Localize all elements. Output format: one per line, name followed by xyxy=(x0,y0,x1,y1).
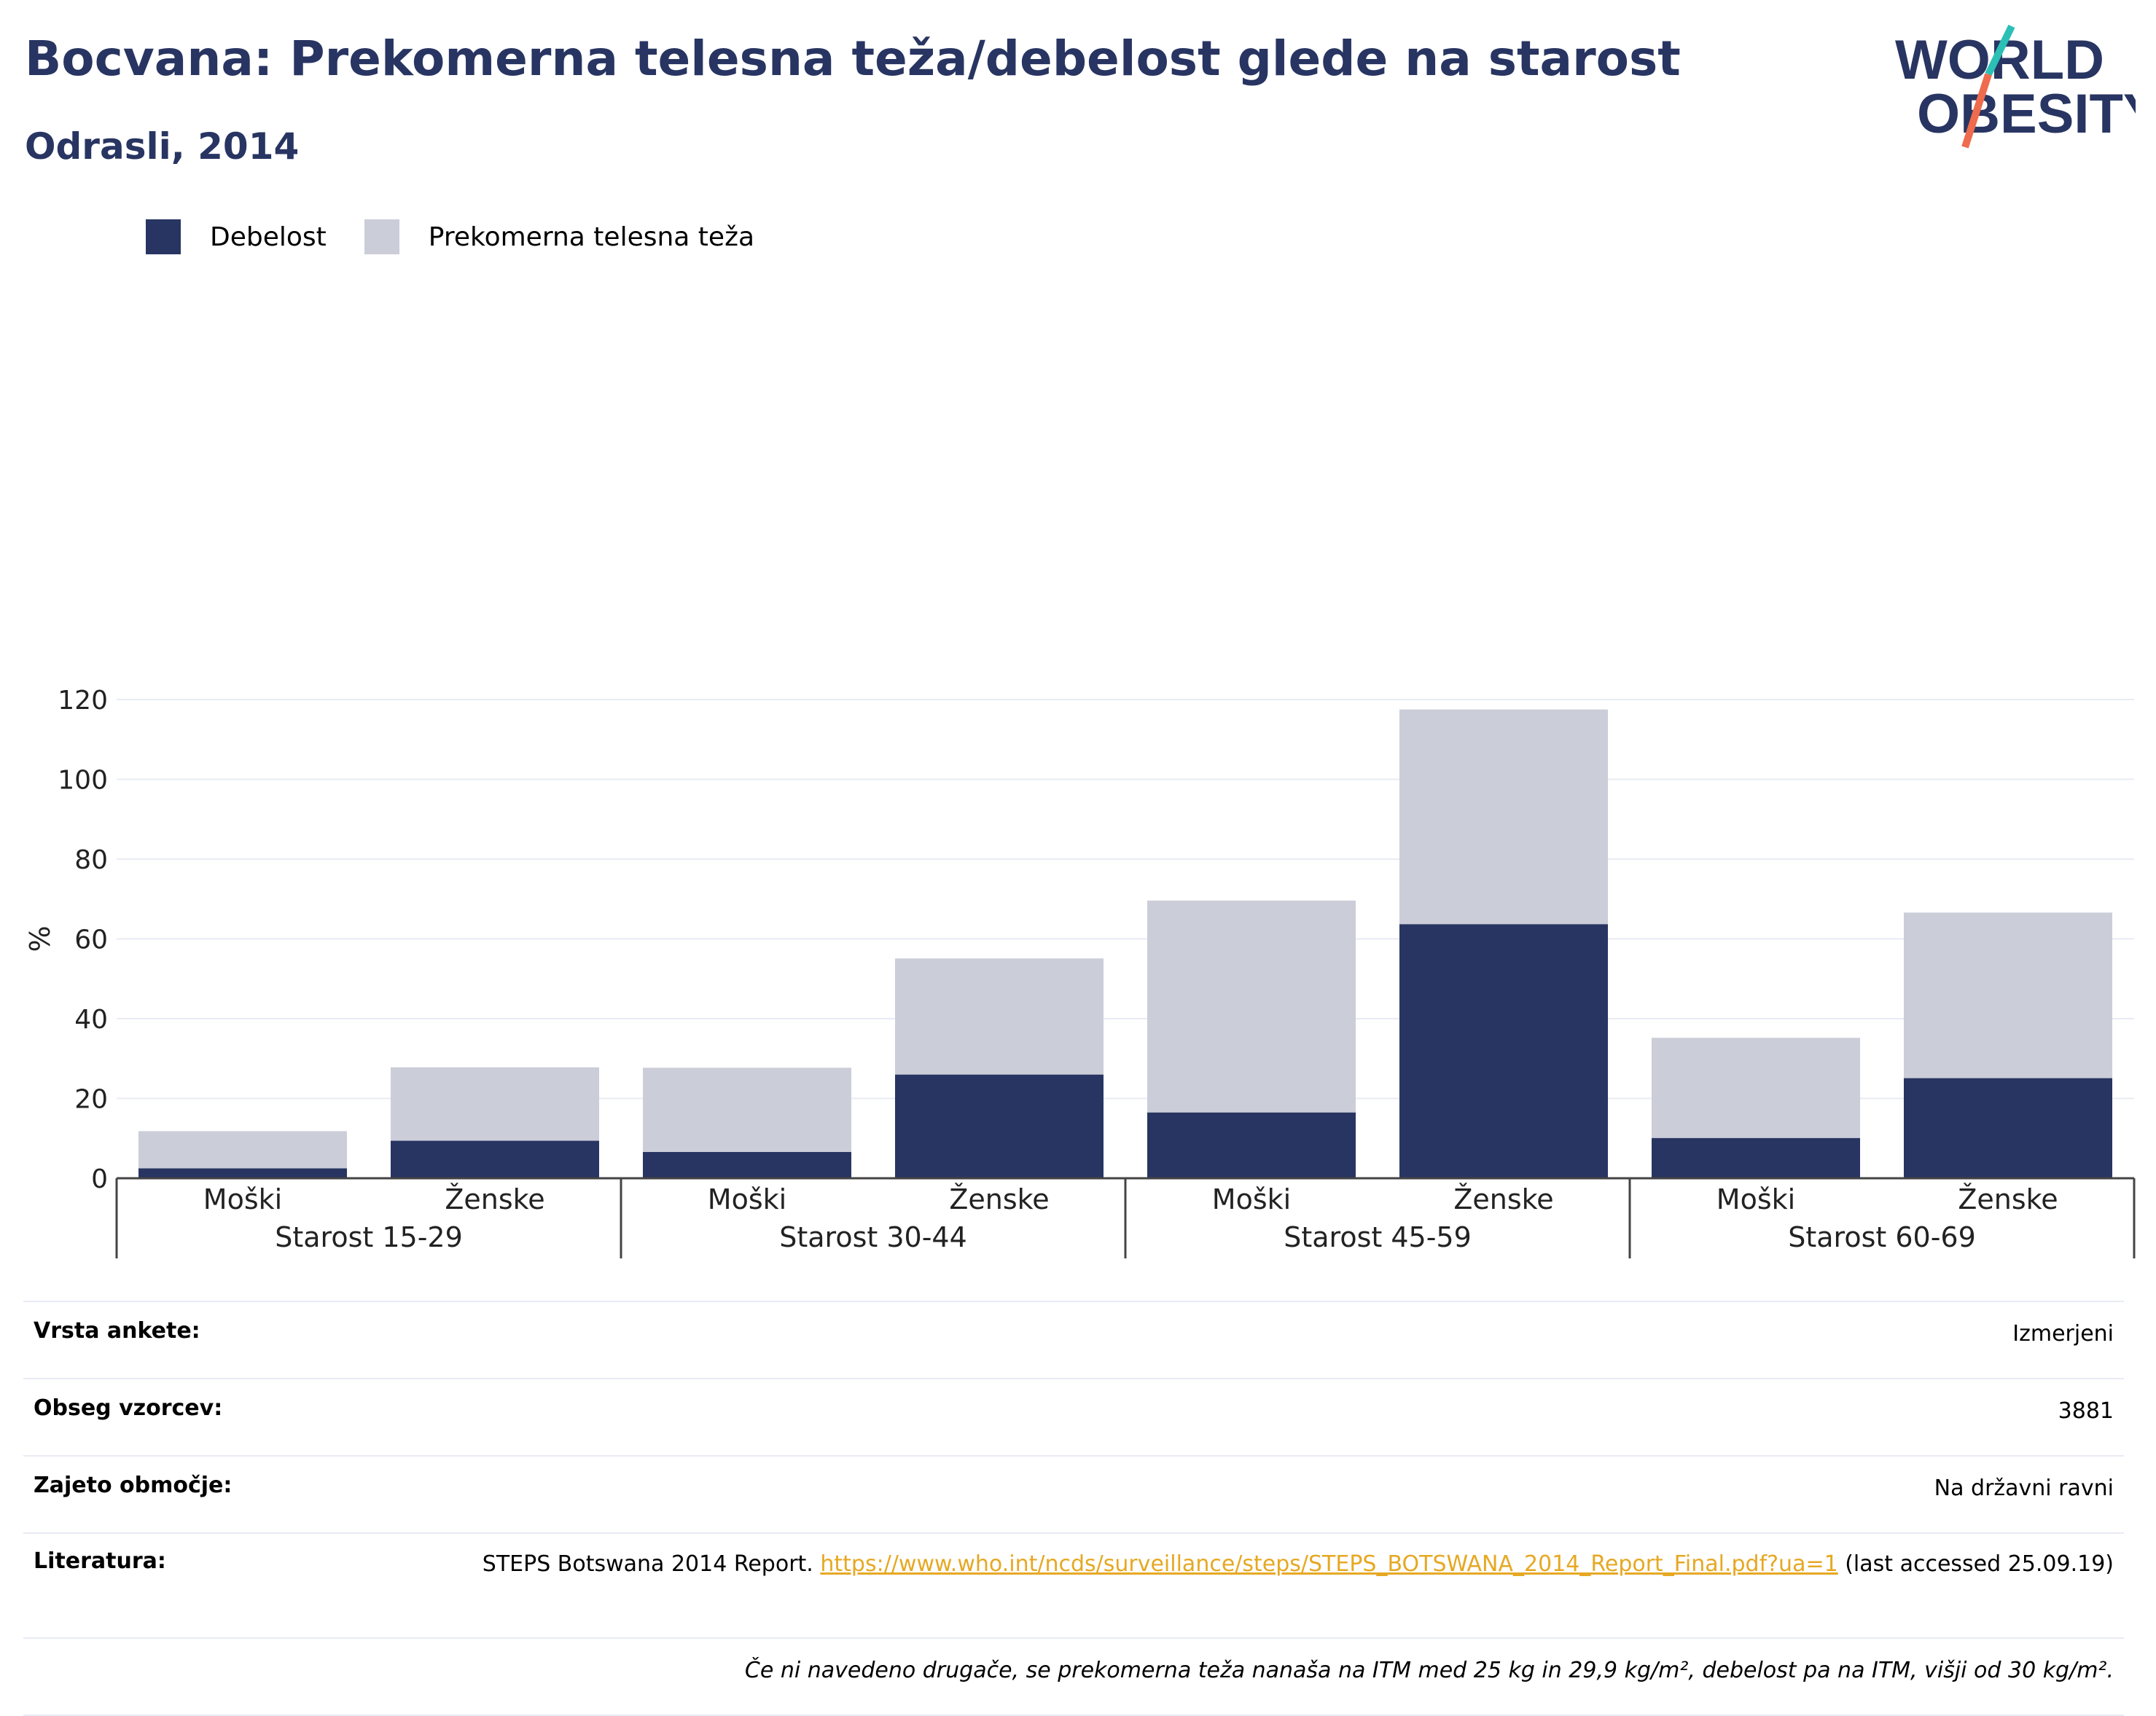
x-category-label: Ženske xyxy=(445,1183,544,1215)
info-row-literature: Literatura: STEPS Botswana 2014 Report. … xyxy=(23,1532,2124,1638)
x-category-label: Ženske xyxy=(949,1183,1049,1215)
literature-text: STEPS Botswana 2014 Report. xyxy=(482,1551,821,1577)
survey-type-label: Vrsta ankete: xyxy=(23,1301,270,1379)
legend-item-overweight[interactable]: Prekomerna telesna teža xyxy=(364,219,754,254)
legend-item-obesity[interactable]: Debelost xyxy=(146,219,327,254)
x-category-label: Ženske xyxy=(1958,1183,2058,1215)
sample-size-value: 3881 xyxy=(269,1378,2124,1456)
bar-overweight xyxy=(643,1067,851,1152)
bar-overweight xyxy=(391,1067,599,1141)
x-category-label: Ženske xyxy=(1453,1183,1553,1215)
coverage-label: Zajeto območje: xyxy=(23,1455,270,1533)
info-row-sample-size: Obseg vzorcev: 3881 xyxy=(23,1378,2124,1456)
x-category-label: Moški xyxy=(203,1183,282,1215)
bar-chart: 0 20 40 60 80 100 120% Moški Ženske Starost 15-29… xyxy=(24,686,2136,1258)
legend-swatch-obesity xyxy=(146,219,181,254)
legend-swatch-overweight xyxy=(364,219,399,254)
legend-label-overweight: Prekomerna telesna teža xyxy=(428,222,755,252)
x-group-label: Starost 60-69 xyxy=(1788,1221,1976,1253)
y-tick-label: 40 xyxy=(74,1005,108,1035)
x-category-label: Moški xyxy=(1212,1183,1291,1215)
bar-obesity xyxy=(391,1140,599,1178)
info-table: Vrsta ankete: Izmerjeni Obseg vzorcev: 3… xyxy=(23,1301,2124,1716)
bar-obesity xyxy=(895,1074,1104,1178)
y-tick-label: 20 xyxy=(74,1085,108,1115)
coverage-value: Na državni ravni xyxy=(269,1455,2124,1533)
y-tick-label: 60 xyxy=(74,925,108,955)
chart-title: Bocvana: Prekomerna telesna teža/debelos… xyxy=(25,31,1681,87)
y-tick-label: 100 xyxy=(58,766,108,796)
legend: Debelost Prekomerna telesna teža xyxy=(146,219,792,255)
info-row-coverage: Zajeto območje: Na državni ravni xyxy=(23,1455,2124,1533)
x-category-label: Moški xyxy=(1716,1183,1795,1215)
literature-link[interactable]: https://www.who.int/ncds/surveillance/st… xyxy=(820,1551,1838,1577)
legend-label-obesity: Debelost xyxy=(210,222,327,252)
bar-obesity xyxy=(1652,1137,1860,1178)
bar-overweight xyxy=(1399,709,1608,925)
x-group-label: Starost 30-44 xyxy=(779,1221,967,1253)
y-axis-title: % xyxy=(24,925,56,952)
y-tick-label: 80 xyxy=(74,845,108,875)
logo-text-obesity: OBESITY xyxy=(1917,83,2136,145)
definition-note: Če ni navedeno drugače, se prekomerna te… xyxy=(23,1637,2124,1716)
bar-overweight xyxy=(138,1131,347,1169)
info-row-note: Če ni navedeno drugače, se prekomerna te… xyxy=(23,1637,2124,1716)
logo-slash-orange xyxy=(1961,73,1992,149)
logo-slash-teal xyxy=(1985,24,2015,77)
bar-overweight xyxy=(1147,900,1356,1113)
survey-type-value: Izmerjeni xyxy=(269,1301,2124,1379)
x-category-label: Moški xyxy=(708,1183,786,1215)
bar-obesity xyxy=(1399,924,1608,1178)
y-tick-label: 0 xyxy=(91,1164,108,1194)
logo-text-world: WORLD xyxy=(1895,29,2104,91)
literature-value: STEPS Botswana 2014 Report. https://www.… xyxy=(269,1532,2124,1638)
bar-obesity xyxy=(1147,1112,1356,1178)
literature-accessed: (last accessed 25.09.19) xyxy=(1837,1551,2114,1577)
chart-subtitle: Odrasli, 2014 xyxy=(25,125,300,168)
bar-overweight xyxy=(895,958,1104,1075)
sample-size-label: Obseg vzorcev: xyxy=(23,1378,270,1456)
world-obesity-logo: WORLD OBESITY xyxy=(1895,24,2136,149)
literature-label: Literatura: xyxy=(23,1532,270,1638)
bar-obesity xyxy=(1904,1078,2112,1178)
x-group-label: Starost 15-29 xyxy=(275,1221,463,1253)
x-group-label: Starost 45-59 xyxy=(1284,1221,1472,1253)
bar-overweight xyxy=(1652,1038,1860,1138)
bar-obesity xyxy=(643,1151,851,1178)
y-tick-label: 120 xyxy=(58,686,108,716)
bar-obesity xyxy=(138,1168,347,1178)
info-row-survey-type: Vrsta ankete: Izmerjeni xyxy=(23,1301,2124,1379)
bar-overweight xyxy=(1904,912,2112,1078)
